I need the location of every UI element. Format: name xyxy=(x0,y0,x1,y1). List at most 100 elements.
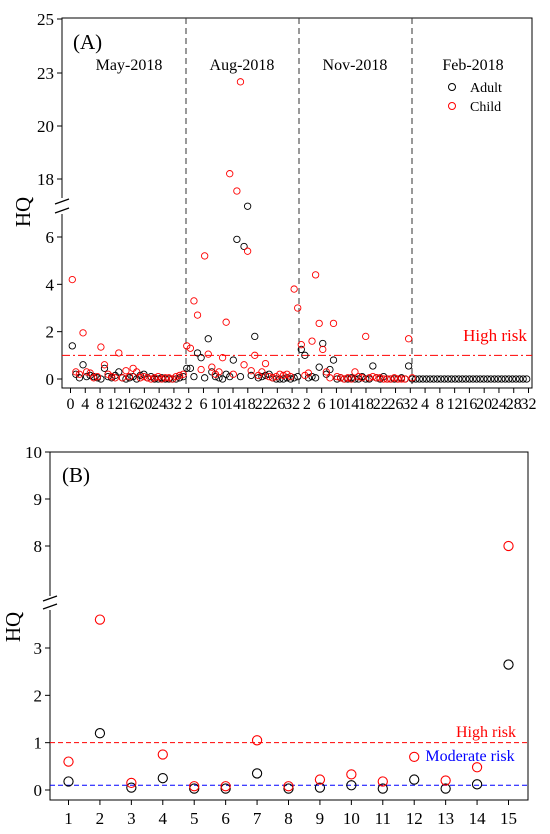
data-point-black xyxy=(377,783,388,794)
data-point-adult xyxy=(222,370,230,378)
data-point-child xyxy=(143,374,152,382)
data-point-child xyxy=(93,372,101,381)
data-point-child xyxy=(218,354,227,362)
y-tick-label: 6 xyxy=(46,228,55,247)
data-point-child xyxy=(197,365,205,374)
x-tick-label: 12 xyxy=(406,809,423,828)
data-point-child xyxy=(229,370,237,378)
data-point-child xyxy=(301,371,309,380)
data-point-black xyxy=(220,783,231,794)
data-point-adult xyxy=(226,372,234,381)
data-point-red xyxy=(157,749,168,760)
y-tick-label: 3 xyxy=(34,639,43,658)
data-point-adult xyxy=(419,375,427,383)
data-point-adult xyxy=(104,372,112,381)
data-point-child xyxy=(79,329,87,337)
data-point-adult xyxy=(437,375,445,383)
data-point-adult xyxy=(229,356,237,364)
x-tick-label: 8 xyxy=(284,809,293,828)
data-point-adult xyxy=(233,235,241,244)
data-point-black xyxy=(283,783,294,794)
data-point-black xyxy=(314,782,326,793)
data-point-adult xyxy=(476,375,484,383)
data-point-adult xyxy=(304,374,313,382)
data-point-child xyxy=(344,374,352,382)
x-tick-label: 9 xyxy=(316,809,325,828)
x-tick-label: 6 xyxy=(318,396,326,413)
data-point-child xyxy=(190,297,198,305)
data-point-adult xyxy=(433,375,441,383)
data-point-child xyxy=(404,335,413,343)
data-point-child xyxy=(165,374,173,382)
data-point-red xyxy=(189,781,200,792)
data-point-adult xyxy=(100,364,109,372)
data-point-adult xyxy=(498,375,506,383)
data-point-adult xyxy=(243,202,252,210)
x-tick-label: 3 xyxy=(127,809,136,828)
data-point-adult xyxy=(301,351,309,359)
data-point-adult xyxy=(218,375,227,383)
y-tick-label: 0 xyxy=(34,781,43,800)
data-point-child xyxy=(211,370,220,378)
period-label: Feb-2018 xyxy=(442,57,503,74)
data-point-child xyxy=(168,375,177,383)
data-point-child xyxy=(297,341,305,349)
axis-break-mark xyxy=(54,198,70,205)
data-point-red xyxy=(251,735,263,746)
data-point-adult xyxy=(430,375,438,383)
data-point-red xyxy=(94,614,106,625)
x-tick-label: 12 xyxy=(447,396,463,413)
y-tick-label: 23 xyxy=(37,64,54,83)
data-point-child xyxy=(358,374,366,382)
data-point-child xyxy=(372,374,381,382)
data-point-child xyxy=(276,370,284,378)
data-point-red xyxy=(314,774,326,785)
data-point-red xyxy=(377,776,388,787)
data-point-child xyxy=(136,374,144,382)
data-point-adult xyxy=(97,375,105,383)
x-tick-label: 18 xyxy=(240,396,256,413)
data-point-red xyxy=(346,769,357,780)
data-point-child xyxy=(111,374,119,382)
data-point-black xyxy=(63,776,74,787)
data-point-adult xyxy=(501,375,509,383)
data-point-child xyxy=(204,350,212,358)
data-point-adult xyxy=(369,362,377,370)
x-tick-label: 28 xyxy=(506,396,522,413)
data-point-adult xyxy=(179,372,187,381)
data-point-red xyxy=(440,775,451,786)
x-tick-label: 8 xyxy=(96,396,104,413)
data-point-adult xyxy=(505,375,513,383)
data-point-child xyxy=(294,304,302,312)
moderate-risk-label: Moderate risk xyxy=(425,748,514,765)
data-point-adult xyxy=(404,362,413,370)
data-point-adult xyxy=(261,371,270,380)
data-point-adult xyxy=(297,345,305,354)
data-point-adult xyxy=(315,363,323,371)
data-point-child xyxy=(286,372,295,381)
x-tick-label: 32 xyxy=(521,396,537,413)
data-point-child xyxy=(222,318,230,326)
data-point-child xyxy=(233,187,241,195)
x-tick-label: 6 xyxy=(199,396,207,413)
data-point-child xyxy=(154,372,162,381)
data-point-child xyxy=(115,349,123,357)
data-point-adult xyxy=(469,375,477,383)
x-tick-label: 2 xyxy=(96,809,105,828)
data-point-child xyxy=(226,170,234,178)
data-point-child xyxy=(315,319,323,328)
x-tick-label: 24 xyxy=(491,396,507,413)
data-point-child xyxy=(82,368,91,376)
data-point-adult xyxy=(523,375,531,383)
data-point-child xyxy=(347,375,356,383)
data-point-child xyxy=(179,370,187,378)
data-point-child xyxy=(104,370,112,378)
data-point-adult xyxy=(415,375,424,383)
data-point-adult xyxy=(247,371,255,380)
data-point-child xyxy=(383,375,391,383)
x-tick-label: 22 xyxy=(373,396,389,413)
data-point-child xyxy=(193,311,202,319)
data-point-adult xyxy=(326,365,334,374)
data-point-adult xyxy=(483,375,492,383)
data-point-adult xyxy=(147,372,155,381)
